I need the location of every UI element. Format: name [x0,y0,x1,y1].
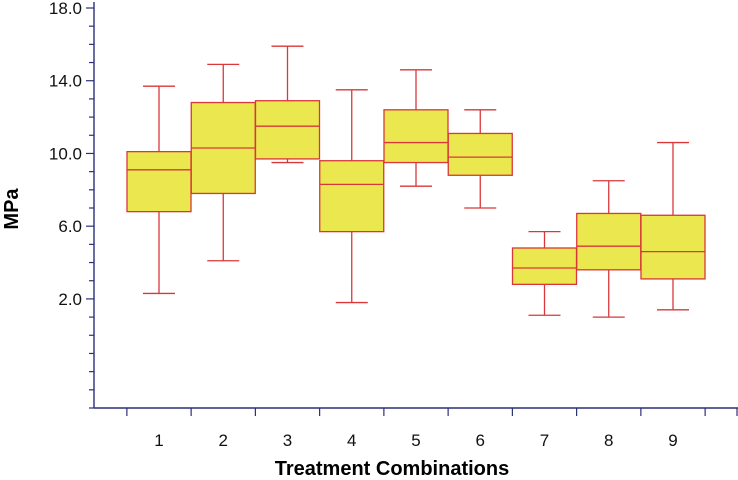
y-tick-label: 18.0 [49,0,82,18]
x-axis: 1 2 3 4 5 6 7 8 9 [94,407,738,450]
box-item [126,85,192,295]
box-item [640,141,706,311]
y-tick-label: 6.0 [58,217,82,236]
iqr-box [126,150,192,213]
iqr-box [576,212,642,271]
iqr-box [511,247,578,286]
box-item [190,63,256,262]
x-tick-label: 6 [476,431,485,450]
iqr-box [640,214,706,280]
x-tick-label: 8 [604,431,613,450]
y-tick-label: 10.0 [49,144,82,163]
iqr-box [254,100,321,160]
box-item [383,69,449,187]
iqr-box [447,132,513,176]
iqr-box [319,160,385,233]
y-axis-title: MPa [1,188,23,230]
iqr-box [383,109,449,164]
x-tick-label: 5 [411,431,420,450]
y-axis: 2.0 6.0 10.0 14.0 18.0 [49,0,95,409]
x-tick-label: 4 [347,431,356,450]
box-item [511,230,578,316]
box-item [576,180,642,318]
box-item [447,109,513,209]
x-axis-title: Treatment Combinations [275,458,509,480]
box-item [254,45,321,164]
box-series [126,45,706,318]
x-tick-label: 1 [154,431,163,450]
y-tick-label: 14.0 [49,72,82,91]
x-tick-label: 7 [540,431,549,450]
x-tick-label: 9 [668,431,677,450]
x-tick-label: 2 [219,431,228,450]
y-tick-label: 2.0 [58,290,82,309]
x-tick-label: 3 [283,431,292,450]
box-item [319,89,385,304]
